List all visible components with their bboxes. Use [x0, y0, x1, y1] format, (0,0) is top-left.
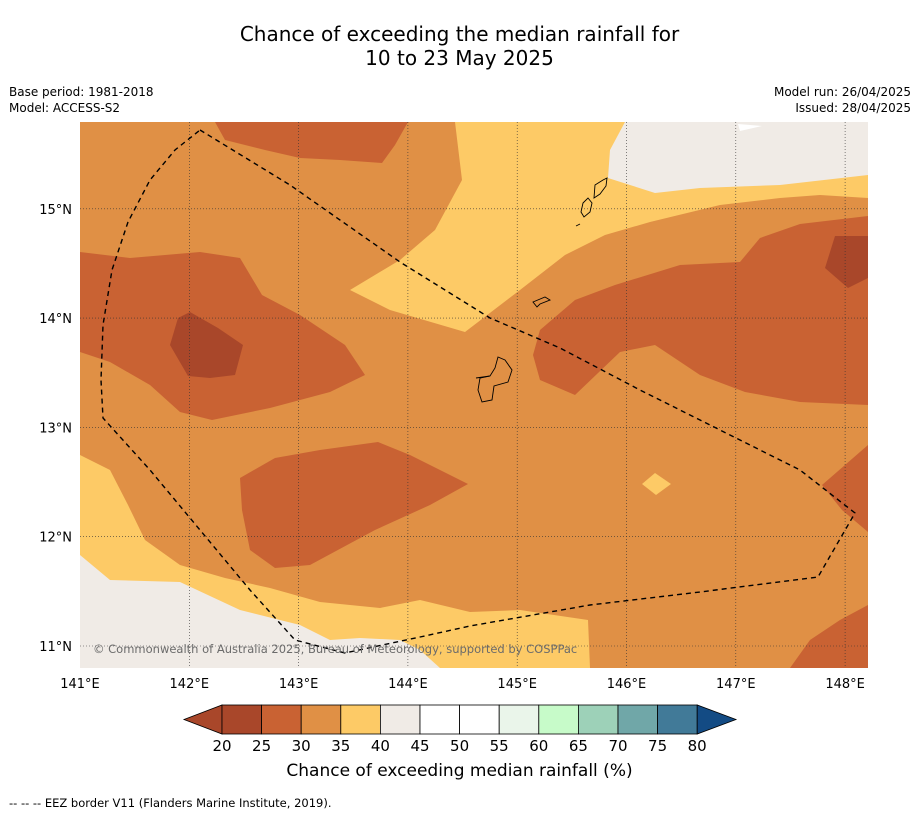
colorbar-tick-label: 55 [490, 737, 509, 755]
colorbar-segment [657, 704, 698, 735]
base-period: Base period: 1981-2018 [9, 85, 154, 99]
region-40-45-northeast [608, 122, 868, 193]
lon-tick-label: 144°E [388, 677, 428, 692]
colorbar-tick-label: 50 [450, 737, 469, 755]
island-rota [532, 296, 552, 308]
colorbar-segment [538, 704, 579, 735]
map-figure: 141°E 142°E 143°E 144°E 145°E 146°E 147°E 148°E… [39, 122, 868, 755]
colorbar-title: Chance of exceeding median rainfall (%) [286, 761, 633, 781]
rainfall-map [80, 122, 868, 668]
colorbar-tick-label: 35 [331, 737, 350, 755]
colorbar-tick-label: 30 [292, 737, 311, 755]
colorbar-tick-label: 45 [410, 737, 429, 755]
colorbar-segment [261, 704, 302, 735]
colorbar-tick-label: 65 [569, 737, 588, 755]
colorbar-tick-label: 20 [212, 737, 231, 755]
title-line-1: Chance of exceeding the median rainfall … [239, 22, 680, 46]
copyright-text: © Commonwealth of Australia 2025, Bureau… [93, 642, 577, 656]
island-guam-west [475, 375, 491, 379]
region-25-30-south-corner [790, 605, 868, 668]
colorbar-segment [459, 704, 500, 735]
colorbar-tick-label: 70 [608, 737, 627, 755]
run-info: Model run: 26/04/2025 Issued: 28/04/2025 [774, 84, 911, 116]
colorbar-segment [340, 704, 381, 735]
colorbar [182, 704, 738, 735]
issued-date: Issued: 28/04/2025 [795, 101, 911, 115]
model-name: Model: ACCESS-S2 [9, 101, 121, 115]
region-20-25-west [170, 312, 243, 378]
island-saipan [593, 177, 608, 199]
model-run: Model run: 26/04/2025 [773, 85, 911, 99]
region-40-45-southwest [80, 555, 440, 668]
model-info: Base period: 1981-2018 Model: ACCESS-S2 [9, 84, 154, 116]
map-title: Chance of exceeding the median rainfall … [0, 22, 919, 70]
region-40-45-notch [738, 124, 762, 131]
longitude-axis: 141°E 142°E 143°E 144°E 145°E 146°E 147°E 148°E [60, 677, 865, 692]
region-35-40-diamond [642, 473, 671, 495]
colorbar-tick-label: 40 [371, 737, 390, 755]
latitude-axis: 15°N 14°N 13°N 12°N 11°N [39, 203, 72, 655]
region-20-25-east [825, 236, 868, 288]
lon-tick-label: 145°E [497, 677, 537, 692]
lon-tick-label: 146°E [607, 677, 647, 692]
colorbar-segment [419, 704, 460, 735]
lon-tick-label: 142°E [170, 677, 210, 692]
colorbar-tick-label: 25 [252, 737, 271, 755]
colorbar-segment [617, 704, 658, 735]
gridlines [80, 122, 868, 668]
region-25-30-east [533, 216, 868, 405]
colorbar-tick-label: 60 [529, 737, 548, 755]
lon-tick-label: 141°E [60, 677, 100, 692]
island-tinian [580, 197, 593, 218]
island-aguijan [575, 223, 581, 227]
colorbar-tick-label: 75 [648, 737, 667, 755]
title-line-2: 10 to 23 May 2025 [365, 46, 554, 70]
colorbar-arrow-left [182, 704, 223, 735]
lat-tick-label: 13°N [39, 421, 72, 436]
colorbar-segment [498, 704, 540, 735]
lat-tick-label: 12°N [39, 531, 72, 546]
colorbar-arrow-right [696, 704, 738, 735]
eez-border [100, 129, 856, 654]
region-25-30-north [215, 122, 408, 163]
lon-tick-label: 148°E [825, 677, 865, 692]
colorbar-segment [221, 704, 262, 735]
colorbar-ticks: 20 25 30 35 40 45 50 55 60 65 70 75 80 [212, 737, 706, 755]
islands [475, 177, 608, 403]
colorbar-segment [578, 704, 619, 735]
colorbar-tick-label: 80 [688, 737, 707, 755]
island-guam [477, 356, 513, 403]
lon-tick-label: 147°E [716, 677, 756, 692]
lat-tick-label: 11°N [39, 640, 72, 655]
lon-tick-label: 143°E [279, 677, 319, 692]
lat-tick-label: 14°N [39, 312, 72, 327]
lat-tick-label: 15°N [39, 203, 72, 218]
eez-legend-note: -- -- -- EEZ border V11 (Flanders Marine… [9, 796, 332, 810]
colorbar-segment [379, 704, 421, 735]
colorbar-segment [300, 704, 342, 735]
